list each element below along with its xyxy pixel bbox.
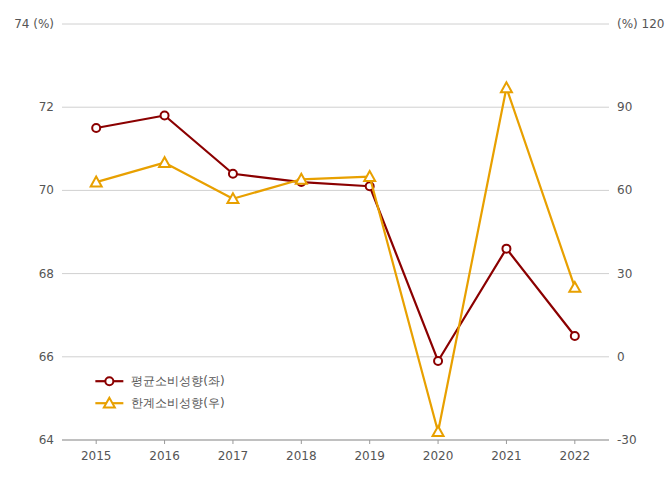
x-tick-label: 2017 <box>218 449 249 463</box>
series <box>91 82 581 436</box>
legend-marker <box>104 398 115 408</box>
x-tick-label: 2021 <box>491 449 522 463</box>
x-tick-label: 2022 <box>560 449 591 463</box>
y2-tick-label: -30 <box>617 433 637 447</box>
y2-tick-label: (%) 120 <box>617 17 664 31</box>
x-tick <box>232 440 233 444</box>
point <box>227 193 238 203</box>
point <box>159 157 170 167</box>
y-tick-label: 66 <box>39 350 54 364</box>
point <box>434 357 442 365</box>
grid-line <box>62 356 609 357</box>
x-tick-label: 2020 <box>423 449 454 463</box>
x-tick <box>164 440 165 444</box>
legend-marker <box>105 377 113 385</box>
series <box>92 112 579 365</box>
background <box>0 0 671 482</box>
x-tick-label: 2019 <box>354 449 385 463</box>
y2-tick-label: 0 <box>617 350 625 364</box>
grid-line <box>62 440 609 441</box>
x-tick <box>96 440 97 444</box>
y2-tick-label: 60 <box>617 183 632 197</box>
y2-axis: -30 0 30 60 90 (%) 120 <box>617 17 664 447</box>
point <box>296 174 307 184</box>
x-axis-line <box>62 440 609 441</box>
x-tick <box>369 440 370 444</box>
x-tick-label: 2015 <box>81 449 112 463</box>
grid-line <box>62 107 609 108</box>
point <box>502 245 510 253</box>
y-tick-label: 72 <box>39 100 54 114</box>
x-tick <box>438 440 439 444</box>
point <box>91 177 102 187</box>
x-tick <box>301 440 302 444</box>
point <box>433 426 444 436</box>
legend-background <box>89 365 259 419</box>
grid-line <box>62 24 609 25</box>
x-tick-label: 2016 <box>149 449 180 463</box>
grid-line <box>62 190 609 191</box>
y-tick-label: 70 <box>39 183 54 197</box>
grid <box>62 24 609 440</box>
point <box>501 82 512 92</box>
series-line <box>96 88 575 432</box>
legend-label: 한계소비성향(우) <box>131 396 224 410</box>
series-line <box>96 116 575 361</box>
x-tick <box>506 440 507 444</box>
y-tick-label: 74 (%) <box>14 17 54 31</box>
point <box>364 171 375 181</box>
y-tick-label: 64 <box>39 433 54 447</box>
x-tick-label: 2018 <box>286 449 317 463</box>
point <box>161 112 169 120</box>
x-axis: 2015 2016 2017 2018 2019 2020 2021 2022 <box>62 440 609 463</box>
point <box>571 332 579 340</box>
point <box>92 124 100 132</box>
point <box>229 170 237 178</box>
y2-tick-label: 30 <box>617 267 632 281</box>
legend-label: 평균소비성향(좌) <box>131 374 224 388</box>
y-axis: 64 66 68 70 72 74 (%) <box>14 17 54 447</box>
legend: 평균소비성향(좌) 한계소비성향(우) <box>89 365 259 419</box>
plot-data <box>91 82 581 436</box>
chart: 646668707274 (%)-300306090(%) 1202015201… <box>0 0 671 482</box>
y-tick-label: 68 <box>39 267 54 281</box>
point <box>569 282 580 292</box>
x-tick <box>574 440 575 444</box>
y2-tick-label: 90 <box>617 100 632 114</box>
